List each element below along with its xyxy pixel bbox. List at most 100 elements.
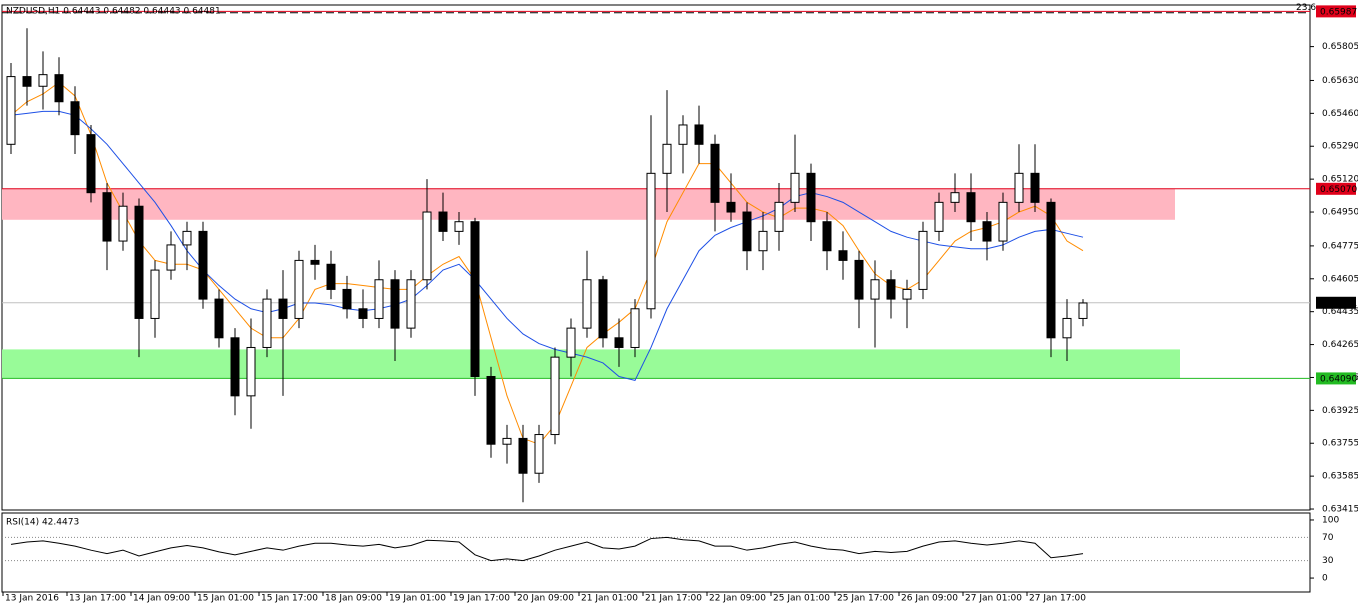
y-tick-label: 0.63415 bbox=[1322, 505, 1358, 515]
x-tick-label: 19 Jan 01:00 bbox=[389, 594, 446, 604]
candle-body bbox=[454, 221, 464, 232]
candle-body bbox=[438, 211, 448, 232]
y-tick-label: 0.65290 bbox=[1322, 142, 1358, 152]
candle-body bbox=[630, 308, 640, 348]
candle-body bbox=[534, 434, 544, 474]
candle-body bbox=[422, 211, 432, 281]
main-panel bbox=[1, 4, 1311, 511]
candle-body bbox=[854, 259, 864, 300]
y-tick-label: 0.65460 bbox=[1322, 109, 1358, 119]
candle-body bbox=[38, 74, 48, 87]
candle-body bbox=[22, 76, 32, 87]
candle-body bbox=[614, 337, 624, 348]
x-tick-label: 13 Jan 2016 bbox=[5, 594, 59, 604]
rsi-line bbox=[10, 536, 1084, 562]
candle-body bbox=[310, 259, 320, 265]
rsi-title: RSI(14) 42.4473 bbox=[6, 518, 79, 528]
candle-body bbox=[582, 279, 592, 329]
x-tick-label: 19 Jan 17:00 bbox=[453, 594, 510, 604]
moving-average bbox=[10, 110, 1084, 381]
candle-body bbox=[342, 288, 352, 310]
candle-body bbox=[934, 201, 944, 232]
candle-body bbox=[870, 279, 880, 300]
candle-body bbox=[1014, 172, 1024, 203]
candle-body bbox=[214, 298, 224, 339]
candle-body bbox=[646, 172, 656, 310]
candle-body bbox=[1030, 172, 1040, 203]
candle-body bbox=[278, 298, 288, 319]
price-label-box bbox=[1316, 182, 1356, 195]
rsi-tick-label: 30 bbox=[1322, 556, 1334, 566]
candle-body bbox=[518, 437, 528, 474]
candle-body bbox=[166, 244, 176, 271]
x-tick-label: 26 Jan 09:00 bbox=[901, 594, 958, 604]
y-tick-label: 0.65630 bbox=[1322, 76, 1358, 86]
candle-body bbox=[470, 221, 480, 377]
price-label: 0.64090 bbox=[1320, 374, 1357, 384]
x-tick-label: 15 Jan 17:00 bbox=[261, 594, 318, 604]
candle-body bbox=[678, 124, 688, 145]
x-tick-label: 15 Jan 01:00 bbox=[197, 594, 254, 604]
candle-body bbox=[902, 288, 912, 300]
candle-body bbox=[230, 337, 240, 397]
candle-body bbox=[198, 230, 208, 300]
candle-body bbox=[86, 134, 96, 194]
fib-label: 23.6 bbox=[1296, 3, 1316, 13]
rsi-tick-label: 70 bbox=[1322, 533, 1334, 543]
price-label: 0.65987 bbox=[1320, 7, 1357, 17]
candle-body bbox=[262, 298, 272, 348]
x-tick-label: 25 Jan 01:00 bbox=[773, 594, 830, 604]
y-tick-label: 0.64950 bbox=[1322, 208, 1358, 218]
price-label-box bbox=[1316, 296, 1356, 309]
candle-body bbox=[294, 259, 304, 319]
candle-body bbox=[374, 279, 384, 319]
candle-body bbox=[790, 172, 800, 203]
x-tick-label: 25 Jan 17:00 bbox=[837, 594, 894, 604]
rsi-tick-label: 100 bbox=[1322, 515, 1339, 525]
x-tick-label: 14 Jan 09:00 bbox=[133, 594, 190, 604]
candle-body bbox=[182, 230, 192, 246]
price-label: 0.64481 bbox=[1320, 299, 1357, 309]
candle-body bbox=[566, 327, 576, 358]
y-tick-label: 0.64435 bbox=[1322, 307, 1358, 317]
y-tick-label: 0.64605 bbox=[1322, 274, 1358, 284]
candle-body bbox=[358, 308, 368, 319]
candle-body bbox=[118, 205, 128, 242]
x-tick-label: 18 Jan 09:00 bbox=[325, 594, 382, 604]
candle-body bbox=[774, 201, 784, 232]
candle-body bbox=[1062, 317, 1072, 339]
candle-body bbox=[950, 192, 960, 203]
candle-body bbox=[918, 230, 928, 290]
y-tick-label: 0.63585 bbox=[1322, 472, 1358, 482]
candle-body bbox=[550, 356, 560, 436]
y-tick-label: 0.63755 bbox=[1322, 439, 1358, 449]
rsi-panel bbox=[1, 512, 1311, 593]
candle-body bbox=[486, 375, 496, 445]
price-label-box bbox=[1316, 372, 1356, 385]
rsi-tick-label: 0 bbox=[1322, 574, 1328, 584]
candle-body bbox=[838, 250, 848, 261]
x-tick-label: 13 Jan 17:00 bbox=[69, 594, 126, 604]
candle-body bbox=[246, 346, 256, 397]
zone bbox=[2, 188, 1175, 220]
price-label: 0.65070 bbox=[1320, 185, 1357, 195]
y-tick-label: 0.63925 bbox=[1322, 406, 1358, 416]
candle-body bbox=[6, 76, 16, 145]
x-tick-label: 21 Jan 17:00 bbox=[645, 594, 702, 604]
candle-body bbox=[598, 279, 608, 339]
candle-body bbox=[102, 192, 112, 242]
candle-body bbox=[982, 221, 992, 242]
y-tick-label: 0.65805 bbox=[1322, 42, 1358, 52]
x-tick-label: 21 Jan 01:00 bbox=[581, 594, 638, 604]
zone bbox=[2, 349, 1180, 379]
candle-body bbox=[822, 221, 832, 252]
candle-body bbox=[150, 269, 160, 319]
candle-body bbox=[886, 279, 896, 300]
candle-body bbox=[502, 437, 512, 445]
candle-body bbox=[726, 201, 736, 213]
candle-body bbox=[998, 201, 1008, 242]
y-tick-label: 0.65120 bbox=[1322, 175, 1358, 185]
candle-body bbox=[70, 101, 80, 136]
candle-body bbox=[758, 230, 768, 252]
